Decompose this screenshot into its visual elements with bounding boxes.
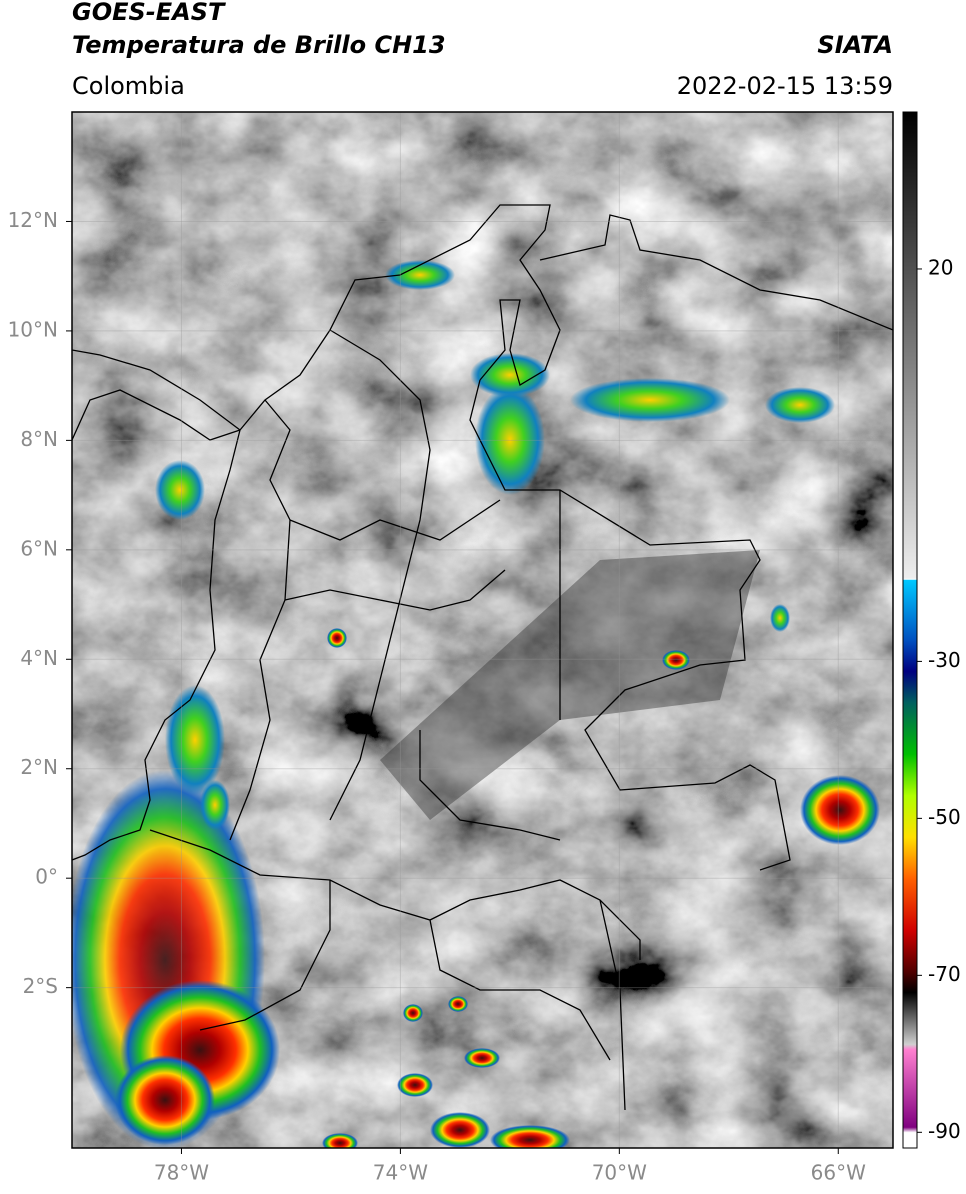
- colorbar-tick-label: 20: [928, 255, 953, 279]
- y-tick-label: 0°: [35, 865, 58, 889]
- y-tick-label: 12°N: [8, 208, 58, 232]
- source: SIATA: [817, 31, 893, 59]
- x-tick-label: 66°W: [811, 1161, 866, 1185]
- colorbar: [902, 111, 918, 1149]
- colorbar-tick-label: -50: [928, 805, 961, 829]
- region: Colombia: [72, 72, 185, 100]
- x-tick-label: 70°W: [592, 1161, 647, 1185]
- x-tick-label: 78°W: [154, 1161, 209, 1185]
- timestamp: 2022-02-15 13:59: [677, 72, 893, 100]
- y-tick-label: 8°N: [20, 427, 58, 451]
- map-image: [72, 112, 893, 1148]
- dry-region: [380, 550, 760, 820]
- x-tick-label: 74°W: [373, 1161, 428, 1185]
- map-frame: [71, 111, 894, 1149]
- y-tick-label: 2°N: [20, 755, 58, 779]
- ticks: 78°W 74°W 70°W 66°W 12°N 10°N 8°N 6°N 4°N 2°N 0° 2°…: [8, 208, 961, 1185]
- storms: [72, 260, 880, 1148]
- graticule: [72, 112, 893, 1148]
- colorbar-tick-label: -70: [928, 962, 961, 986]
- y-tick-label: 10°N: [8, 317, 58, 341]
- y-tick-label: 2°S: [23, 974, 58, 998]
- colorbar-tick-label: -90: [928, 1119, 961, 1143]
- y-tick-label: 6°N: [20, 536, 58, 560]
- borders: [72, 204, 893, 1111]
- colorbar-tick-label: -30: [928, 648, 961, 672]
- y-tick-label: 4°N: [20, 646, 58, 670]
- subtitle: Temperatura de Brillo CH13: [72, 31, 446, 59]
- title: GOES-EAST: [72, 0, 226, 26]
